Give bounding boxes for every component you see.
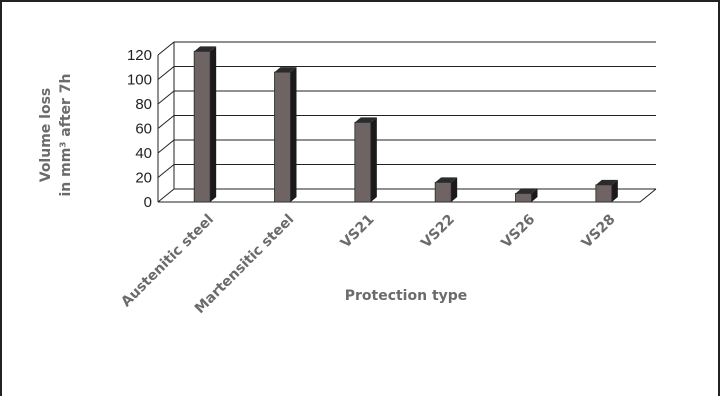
bar	[434, 177, 458, 203]
bar-top	[595, 179, 618, 185]
bar-front	[434, 181, 452, 203]
x-category-label: VS21	[338, 212, 378, 252]
y-axis-title-line-1: Volume loss	[38, 88, 54, 183]
bar-side	[451, 177, 458, 202]
bar-front	[193, 50, 211, 203]
bar	[595, 179, 618, 203]
bar-top	[515, 188, 538, 194]
y-axis-title-line-2: in mm³ after 7h	[58, 73, 74, 196]
gridline-connector	[157, 139, 175, 154]
bar	[193, 46, 217, 203]
bar-front	[274, 71, 291, 203]
x-axis-title: Protection type	[345, 288, 468, 304]
bar-front	[354, 121, 372, 203]
bar-top	[194, 46, 217, 52]
y-tick-label: 20	[135, 170, 152, 187]
axes	[157, 42, 657, 203]
bar	[515, 188, 538, 203]
bar-top	[354, 117, 377, 123]
gridline-connector	[157, 188, 175, 203]
y-tick-label: 80	[135, 96, 152, 113]
bar-side	[531, 188, 538, 202]
bar-side	[290, 67, 297, 203]
bar-top	[274, 67, 297, 73]
x-category-label: VS28	[579, 212, 619, 252]
y-tick-label: 60	[135, 121, 152, 138]
y-tick-labels: 0 20 40 60 80 100 120	[127, 47, 152, 211]
bar	[274, 67, 297, 203]
y-tick-label: 0	[144, 194, 152, 211]
bar-side	[611, 179, 618, 202]
y-tick-label: 100	[127, 72, 152, 89]
bar-side	[370, 117, 377, 202]
x-category-label: VS22	[418, 212, 458, 252]
bar	[354, 117, 377, 203]
x-category-label: VS26	[498, 212, 538, 252]
bar-front	[595, 184, 613, 203]
grid-lines	[157, 41, 656, 203]
bar-top	[435, 177, 458, 183]
gridline-connector	[157, 90, 175, 105]
bar-front	[515, 193, 532, 203]
bars	[193, 46, 618, 203]
gridline-connector	[157, 41, 175, 56]
y-tick-label: 40	[135, 145, 152, 162]
gridline-connector	[157, 164, 175, 178]
bar-side	[210, 46, 217, 203]
gridline-connector	[157, 66, 175, 80]
x-axis-floor	[158, 188, 657, 203]
gridline-connector	[157, 115, 175, 129]
y-tick-label: 120	[127, 47, 152, 64]
